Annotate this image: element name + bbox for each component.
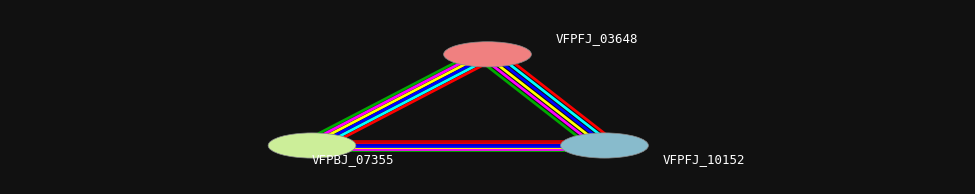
Text: VFPFJ_03648: VFPFJ_03648 xyxy=(556,32,639,45)
Ellipse shape xyxy=(444,42,531,67)
Text: VFPFJ_10152: VFPFJ_10152 xyxy=(663,152,746,166)
Ellipse shape xyxy=(268,133,356,158)
Ellipse shape xyxy=(561,133,648,158)
Text: VFPBJ_07355: VFPBJ_07355 xyxy=(312,152,395,166)
